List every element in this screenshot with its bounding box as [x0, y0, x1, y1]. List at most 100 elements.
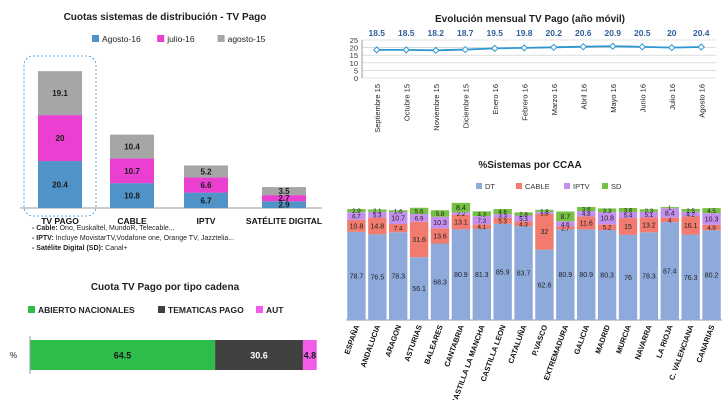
bar-canarias-sd [702, 208, 721, 214]
bar-castilla-la-mancha-cable [472, 224, 491, 229]
point-agosto-16 [697, 43, 705, 51]
x-tick-mayo-16: Mayo 16 [609, 84, 618, 113]
bar-extremadura-sd [556, 211, 575, 222]
legend-label-cable: CABLE [525, 182, 550, 191]
bar-value-andalucia-iptv: 5.3 [373, 212, 382, 219]
point-diciembre-15 [461, 45, 469, 54]
bar-asturias-sd [409, 207, 429, 215]
y-tick-25: 25 [350, 36, 358, 45]
regions-panel: %Sistemas por CCAA DT CABLE IPTV SD 78.7 10.8… [332, 150, 728, 400]
category-label-madrid: MADRID [593, 323, 612, 355]
value-label-diciembre-15: 18.7 [457, 28, 474, 38]
bar-value-andalucia-cable: 14.8 [371, 224, 385, 231]
bar-value-cataluna-dt: 83.7 [517, 271, 531, 278]
bar-value-navarra-dt: 78.3 [642, 274, 656, 281]
bar-madrid-dt [597, 230, 617, 320]
bar-value-andalucia-sd: 2.1 [373, 208, 382, 215]
bar-value-tv-pago-agosto-15: 19.1 [52, 89, 68, 98]
legend-swatch-sd [602, 183, 608, 189]
bar-value-madrid-sd: 3.3 [603, 208, 612, 215]
legend-swatch-tematicas-pago [158, 306, 165, 313]
bar-galicia-iptv [577, 211, 596, 217]
x-tick-diciembre-15: Diciembre 15 [461, 84, 470, 128]
point-mayo-16 [609, 42, 617, 50]
category-label-aragon: ARAGON [383, 324, 403, 358]
value-label-octubre-15: 18.5 [398, 28, 415, 38]
legend-swatch-iptv [564, 183, 570, 189]
bar-value-p-vasco-dt: 62.8 [538, 282, 552, 289]
bar-cataluna-iptv [514, 215, 533, 222]
bar-value-andalucia-dt: 76.5 [371, 275, 385, 282]
bar-navarra-cable [639, 217, 659, 233]
bar-value-cataluna-cable: 4.3 [519, 221, 528, 228]
bar-value-navarra-sd: 2.3 [645, 208, 654, 215]
legend-swatch-agosto-16 [92, 35, 99, 42]
value-label-marzo-16: 20.2 [545, 28, 562, 38]
bar-c-valenciana-dt [681, 234, 700, 320]
bar-value-c-valenciana-dt: 76.3 [684, 275, 698, 282]
bar-madrid-sd [597, 208, 617, 213]
bar-value-madrid-iptv: 10.8 [600, 216, 614, 223]
bar-c-valenciana-cable [681, 216, 700, 235]
regions-chart-title: %Sistemas por CCAA [478, 160, 582, 171]
y-tick-20: 20 [350, 44, 358, 53]
distribution-notes: - Cable: Ono, Euskaltel, MundoR, Telecab… [32, 224, 234, 254]
bar-asturias-cable [409, 221, 429, 258]
bar-andalucia-dt [368, 234, 387, 320]
bar-value-cable-julio-16: 10.7 [124, 167, 140, 176]
distribution-chart-title: Cuotas sistemas de distribución - TV Pag… [63, 12, 267, 23]
bar-satelite-digital-agosto-15 [262, 187, 306, 196]
bar-value-cataluna-iptv: 5.3 [519, 216, 528, 223]
bar-la-rioja-sd [660, 207, 679, 209]
category-label-cable: CABLE [117, 216, 147, 226]
category-label-satelite-digital: SATÉLITE DIGITAL [246, 216, 322, 226]
bar-aut [302, 340, 317, 370]
bar-iptv-agosto-15 [184, 165, 228, 178]
category-label-cantabria: CANTABRIA [442, 323, 466, 368]
bar-value-satelite-digital-agosto-16: 2.9 [278, 201, 290, 210]
bar-p-vasco-dt [535, 249, 554, 320]
bar-navarra-sd [639, 209, 659, 212]
channel-type-chart-title: Cuota TV Pago por tipo cadena [90, 282, 240, 293]
bar-value-navarra-iptv: 5.1 [645, 212, 654, 219]
bar-espana-cable [347, 219, 366, 232]
bar-andalucia-cable [368, 217, 387, 235]
bar-canarias-dt [702, 230, 721, 320]
bar-value-la-rioja-iptv: 8.4 [665, 210, 675, 217]
legend-label-dt: DT [485, 182, 495, 191]
bar-value-extremadura-iptv: 4.6 [561, 221, 570, 228]
bar-value-extremadura-cable: 2.7 [561, 225, 570, 232]
bar-extremadura-iptv [556, 221, 575, 227]
bar-baleares-dt [430, 243, 450, 320]
bar-value-asturias-sd: 5.6 [415, 208, 424, 215]
category-label-p-vasco: P.VASCO [530, 323, 550, 357]
x-tick-enero-16: Enero 16 [491, 84, 500, 114]
bar-value-galicia-sd: 3.6 [582, 207, 591, 214]
x-tick-junio-16: Junio 16 [638, 84, 647, 112]
bar-value-asturias-dt: 56.1 [412, 286, 426, 293]
category-label-asturias: ASTURIAS [402, 324, 424, 363]
bar-value-cataluna-sd: 2.8 [519, 211, 528, 218]
bar-value-la-rioja-dt: 87.4 [663, 269, 677, 276]
bar-murcia-dt [618, 234, 638, 320]
monthly-chart-title: Evolución mensual TV Pago (año móvil) [434, 14, 626, 25]
bar-value-galicia-cable: 11.6 [580, 220, 593, 227]
category-label-cataluna: CATALUÑA [506, 323, 529, 365]
bar-value-espana-sd: 2.9 [352, 208, 361, 215]
bar-value-baleares-dt: 68.3 [433, 279, 447, 286]
bar-value-la-rioja-cable: 4 [668, 217, 672, 224]
bar-value-aut: 4.8 [304, 351, 317, 361]
legend-label-iptv: IPTV [573, 182, 590, 191]
legend-swatch-cable [516, 183, 522, 189]
y-tick-5: 5 [354, 66, 358, 75]
x-tick-marzo-16: Marzo 16 [550, 84, 559, 115]
bar-tv-pago-agosto-16 [38, 161, 82, 208]
bar-castilla-leon-sd [493, 209, 512, 215]
bar-value-c-valenciana-sd: 2.5 [686, 208, 695, 215]
bar-value-cantabria-dt: 80.9 [454, 272, 468, 279]
bar-value-extremadura-sd: 8.7 [560, 214, 570, 221]
bar-la-rioja-dt [660, 222, 679, 320]
category-label-espana: ESPAÑA [342, 323, 361, 355]
bar-navarra-iptv [639, 211, 659, 218]
